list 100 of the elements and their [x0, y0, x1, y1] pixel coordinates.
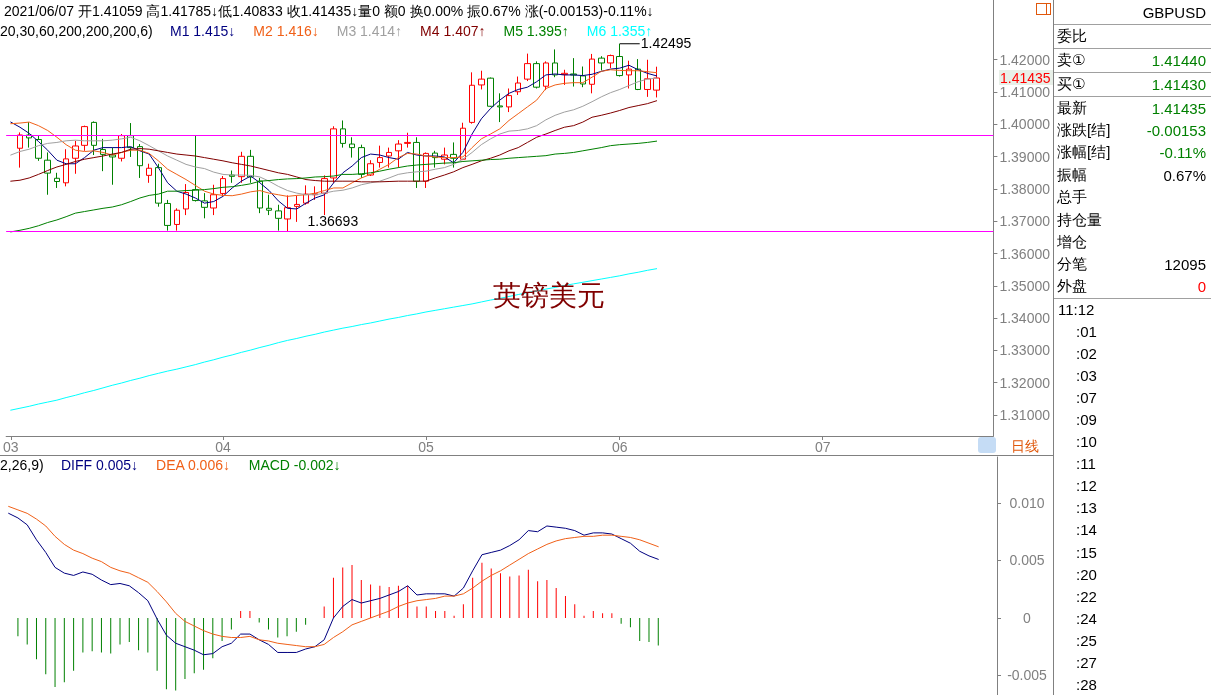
text: DIFF 0.005↓ [61, 457, 139, 473]
text: :09 [1075, 410, 1098, 430]
text: M2 1.416↓ [253, 23, 319, 39]
text: :02 [1075, 343, 1098, 364]
candlestick [17, 131, 23, 169]
text: :22 [1075, 586, 1098, 607]
annotation: 1.36693 [307, 213, 359, 230]
text: :20 [1075, 564, 1098, 585]
candlestick [404, 132, 411, 149]
text: GBPUSD [1054, 0, 1211, 25]
candlestick [72, 140, 79, 175]
text: :24 [1075, 608, 1098, 629]
candlestick [63, 148, 69, 187]
category-label: 委比 [1057, 27, 1087, 46]
candlestick [284, 194, 291, 232]
category-label: 总手 [1057, 188, 1087, 208]
y-tick-label: 1.34000 [999, 310, 1051, 327]
x-tick-label: 07 [814, 439, 831, 455]
category-label: 分笔 [1057, 255, 1087, 275]
category-label: 买① [1057, 75, 1086, 94]
candlestick [349, 136, 355, 159]
text: -0.11% [1159, 144, 1206, 162]
candlestick [506, 87, 512, 113]
candlestick [653, 66, 660, 98]
category-label: 振幅 [1057, 165, 1087, 185]
text: 1.41430 [1151, 76, 1206, 93]
category-label: 外盘 [1057, 277, 1087, 297]
x-tick-label: 05 [418, 439, 434, 455]
text: :11 [1075, 454, 1097, 475]
candlestick [487, 77, 494, 108]
y-tick-label: 1.37000 [999, 213, 1051, 230]
candlestick [497, 92, 503, 123]
candlestick [607, 54, 614, 69]
candlestick [644, 59, 651, 98]
text: 1.41435 [1151, 99, 1206, 117]
text: 1.41440 [1151, 52, 1206, 69]
chart-title: 2021/06/07 开1.41059 高1.41785↓低1.40833 收1.41435↓量0 额0 换0.00% 振0.67% 涨(-0.00153)-0.11%↓ [4, 3, 654, 19]
candlestick [174, 207, 180, 232]
candlestick [469, 71, 475, 125]
candlestick [210, 184, 217, 216]
candlestick [478, 70, 485, 90]
category-label: 卖① [1057, 51, 1086, 70]
text: M6 1.355↑ [586, 23, 653, 39]
candlestick [598, 55, 605, 71]
candlestick [155, 163, 162, 208]
y-tick-label: 1.42000 [999, 51, 1051, 68]
candlestick [44, 151, 51, 196]
y-tick-label: 0.010 [1009, 494, 1045, 511]
category-label: 最新 [1057, 98, 1087, 118]
candlestick [533, 60, 540, 89]
text: 11:12 [1057, 299, 1096, 320]
candlestick [543, 60, 549, 91]
y-tick-label: -0.005 [1007, 667, 1048, 684]
x-tick-label: 03 [2, 439, 19, 455]
y-tick-label: 1.36000 [999, 245, 1051, 262]
y-tick-label: 1.38000 [999, 180, 1051, 197]
category-label: 涨跌[结] [1057, 121, 1111, 141]
y-tick-label: 0 [1023, 609, 1032, 626]
text: MACD -0.002↓ [248, 457, 341, 473]
x-tick-label: 04 [215, 439, 231, 455]
text: :28 [1075, 675, 1098, 695]
text: M1 1.415↓ [170, 23, 236, 39]
candlestick [220, 175, 226, 197]
text: :10 [1075, 432, 1098, 453]
text: 12095 [1164, 256, 1206, 274]
category-label: 涨幅[结] [1057, 143, 1111, 163]
text: M4 1.407↑ [420, 23, 486, 39]
x-tick-label: 06 [611, 439, 628, 455]
line-series [10, 268, 658, 411]
candlestick [275, 204, 282, 232]
y-tick-label: 1.41000 [999, 84, 1051, 101]
candlestick [386, 147, 392, 169]
text: :12 [1075, 476, 1098, 497]
candlestick [164, 199, 171, 232]
text: :15 [1075, 542, 1098, 563]
text: :27 [1075, 653, 1098, 673]
candlestick [340, 119, 346, 149]
candlestick [81, 125, 88, 152]
text: :01 [1075, 321, 1098, 342]
candlestick [91, 120, 97, 156]
text: 日线 [1011, 438, 1039, 454]
y-tick-label: 1.35000 [999, 277, 1051, 294]
candlestick [146, 163, 152, 184]
category-label: 持仓量 [1057, 210, 1102, 230]
line-series [10, 100, 658, 183]
text: 20,30,60,200,200,200,6) [0, 23, 153, 39]
candlestick [266, 194, 272, 216]
text: 0 [1197, 278, 1206, 296]
chart-title: 2,26,9) [0, 457, 44, 473]
y-tick-label: 1.40000 [999, 116, 1051, 133]
y-tick-label: 0.005 [1009, 552, 1045, 569]
text: :07 [1075, 387, 1098, 408]
text: -0.00153 [1146, 122, 1206, 140]
y-tick-label: 1.33000 [999, 342, 1051, 359]
y-tick-label: 1.39000 [999, 148, 1051, 165]
text: 0.67% [1163, 166, 1206, 184]
candlestick [395, 139, 402, 169]
text: :03 [1075, 365, 1098, 386]
candlestick [54, 172, 60, 189]
text: :25 [1075, 630, 1098, 651]
